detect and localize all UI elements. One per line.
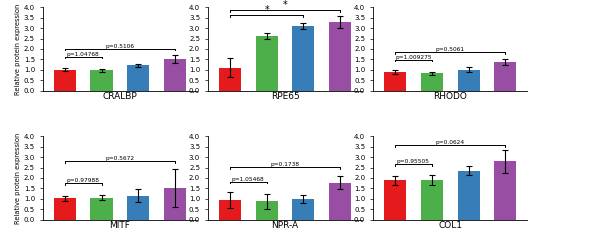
X-axis label: RPE65: RPE65	[270, 92, 300, 101]
Text: *: *	[264, 5, 269, 15]
Text: *: *	[283, 0, 287, 10]
X-axis label: CRALBP: CRALBP	[102, 92, 137, 101]
Text: p=0.1738: p=0.1738	[270, 162, 300, 167]
X-axis label: RHODO: RHODO	[433, 92, 467, 101]
Bar	[384, 72, 406, 91]
Bar	[457, 70, 480, 91]
Legend: GG/SS 0%, GG/SS 0.05%, GG/SS 0.1%, GG/SS 0.5%: GG/SS 0%, GG/SS 0.05%, GG/SS 0.1%, GG/SS…	[538, 11, 600, 49]
Text: p=0.5106: p=0.5106	[105, 44, 135, 49]
Text: p=1.009275: p=1.009275	[395, 55, 432, 60]
Bar	[164, 59, 186, 91]
Bar	[127, 196, 149, 220]
Bar	[91, 198, 113, 220]
X-axis label: NPR-A: NPR-A	[272, 221, 298, 230]
Y-axis label: Relative protein expression: Relative protein expression	[15, 132, 21, 224]
Bar	[421, 73, 443, 91]
Text: p=0.0624: p=0.0624	[435, 140, 465, 145]
Bar	[256, 36, 278, 91]
Bar	[292, 26, 314, 91]
Bar	[219, 68, 241, 91]
Text: p=1.05468: p=1.05468	[232, 176, 264, 182]
Text: p=0.95505: p=0.95505	[397, 159, 430, 164]
Bar	[91, 70, 113, 91]
Y-axis label: Relative protein expression: Relative protein expression	[15, 3, 21, 95]
Bar	[219, 200, 241, 220]
Bar	[421, 180, 443, 220]
Bar	[329, 22, 351, 91]
Bar	[256, 201, 278, 220]
Bar	[457, 171, 480, 220]
X-axis label: COL1: COL1	[438, 221, 462, 230]
Bar	[127, 65, 149, 91]
Bar	[495, 161, 516, 220]
Bar	[164, 188, 186, 220]
Bar	[495, 62, 516, 91]
Bar	[54, 70, 76, 91]
Text: p=0.5061: p=0.5061	[435, 47, 465, 52]
Text: p=1.04768: p=1.04768	[67, 52, 99, 57]
Text: p=0.97988: p=0.97988	[66, 178, 100, 183]
Bar	[329, 183, 351, 220]
Bar	[384, 181, 406, 220]
Text: p=0.5672: p=0.5672	[105, 156, 135, 161]
X-axis label: MITF: MITF	[110, 221, 130, 230]
Bar	[292, 199, 314, 220]
Bar	[54, 198, 76, 220]
